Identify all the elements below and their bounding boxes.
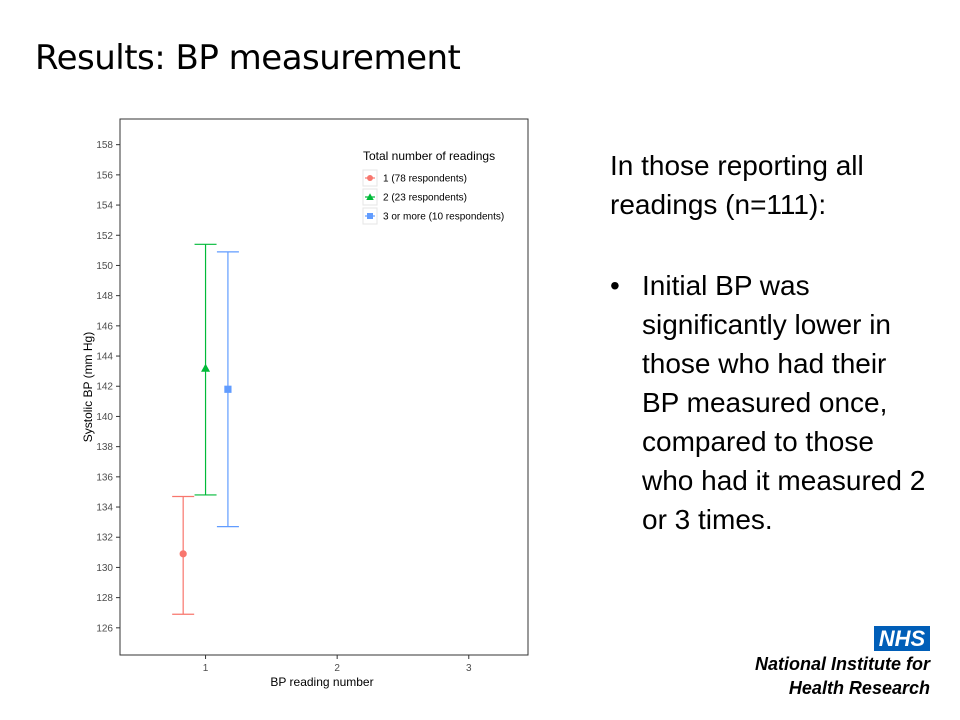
bullet-dot-icon: • xyxy=(610,270,620,301)
y-tick-label: 152 xyxy=(96,231,113,242)
y-tick-label: 138 xyxy=(96,442,113,453)
x-tick-label: 2 xyxy=(334,663,340,674)
y-axis-label: Systolic BP (mm Hg) xyxy=(81,332,95,442)
y-tick-label: 126 xyxy=(96,623,113,634)
y-tick-label: 132 xyxy=(96,533,113,544)
y-tick-label: 158 xyxy=(96,140,113,151)
bullet-text: Initial BP was significantly lower in th… xyxy=(642,270,926,535)
y-axis: 126 128 130 132 134 136 138 140 142 144 146 148 150 1… xyxy=(96,140,120,634)
legend-item: 2 (23 respondents) xyxy=(362,188,467,206)
data-point xyxy=(179,550,187,558)
data-point xyxy=(224,385,232,393)
nhs-badge: NHS xyxy=(874,626,930,651)
y-tick-label: 134 xyxy=(96,503,113,514)
intro-text: In those reporting all readings (n=111): xyxy=(610,150,864,220)
x-axis-label: BP reading number xyxy=(270,675,373,689)
y-tick-label: 156 xyxy=(96,170,113,181)
legend-key-marker xyxy=(367,175,373,181)
y-tick-label: 136 xyxy=(96,472,113,483)
legend-label: 3 or more (10 respondents) xyxy=(383,212,504,223)
bullet-item: • Initial BP was significantly lower in … xyxy=(610,266,930,539)
y-tick-label: 154 xyxy=(96,201,113,212)
y-tick-label: 142 xyxy=(96,382,113,393)
legend-item: 3 or more (10 respondents) xyxy=(362,207,504,225)
logo-line-1: National Institute for xyxy=(755,654,930,674)
legend-label: 2 (23 respondents) xyxy=(383,193,467,204)
x-axis: 1 2 3 xyxy=(203,655,472,674)
y-tick-label: 130 xyxy=(96,563,113,574)
legend-label: 1 (78 respondents) xyxy=(383,174,467,185)
legend-item: 1 (78 respondents) xyxy=(362,169,467,187)
y-tick-label: 148 xyxy=(96,291,113,302)
side-text: In those reporting all readings (n=111):… xyxy=(610,146,930,539)
chart-svg: 1261281301321341361381401421441461481501… xyxy=(81,118,529,689)
legend: Total number of readings 1 (78 respondent… xyxy=(362,149,504,225)
y-tick-label: 146 xyxy=(96,321,113,332)
x-tick-label: 1 xyxy=(203,663,209,674)
x-tick-label: 3 xyxy=(466,663,472,674)
y-tick-label: 140 xyxy=(96,412,113,423)
legend-key-marker xyxy=(366,193,374,200)
nihr-logo: NHS National Institute for Health Resear… xyxy=(730,626,930,701)
y-tick-label: 128 xyxy=(96,593,113,604)
data-points xyxy=(179,363,232,558)
y-tick-label: 150 xyxy=(96,261,113,272)
legend-key-marker xyxy=(367,213,373,219)
slide-title: Results: BP measurement xyxy=(35,38,461,78)
bp-chart: 126 128 130 132 134 136 138 140 142 144 146 148 150 1… xyxy=(60,105,540,695)
data-point xyxy=(201,363,211,372)
legend-title: Total number of readings xyxy=(363,149,495,163)
logo-line-2: Health Research xyxy=(788,678,930,698)
y-tick-label: 144 xyxy=(96,352,113,363)
plot-panel xyxy=(119,118,529,656)
